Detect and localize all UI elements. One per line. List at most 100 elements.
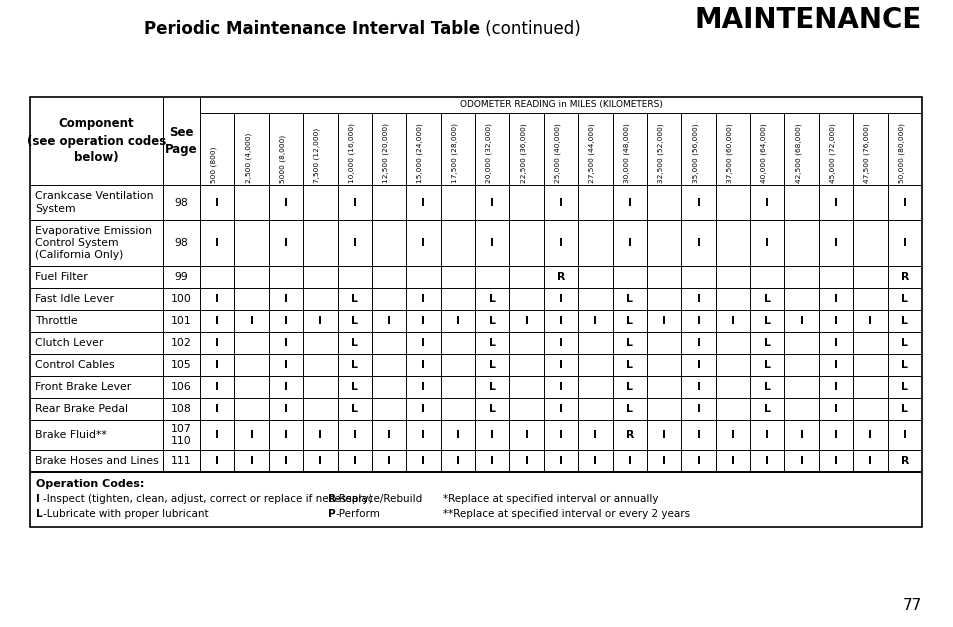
Text: I: I	[799, 430, 802, 440]
Text: I: I	[730, 456, 734, 466]
Text: I: I	[490, 456, 494, 466]
Text: -Replace/Rebuild: -Replace/Rebuild	[335, 494, 423, 504]
Text: 50,000 (80,000): 50,000 (80,000)	[898, 123, 903, 183]
Text: L: L	[763, 360, 770, 370]
Text: L: L	[763, 316, 770, 326]
Text: 42,500 (68,000): 42,500 (68,000)	[795, 124, 801, 183]
Text: I: I	[524, 456, 528, 466]
Text: I: I	[593, 316, 597, 326]
Text: I: I	[558, 338, 562, 348]
Text: See
Page: See Page	[165, 126, 197, 156]
Text: I: I	[764, 198, 768, 208]
Text: I: I	[696, 316, 700, 326]
Text: 12,500 (20,000): 12,500 (20,000)	[382, 123, 389, 183]
Text: I: I	[524, 316, 528, 326]
Text: L: L	[488, 294, 496, 304]
Text: L: L	[488, 404, 496, 414]
Text: L: L	[626, 382, 633, 392]
Text: I: I	[421, 456, 425, 466]
Text: 105: 105	[171, 360, 192, 370]
Text: 98: 98	[174, 238, 188, 248]
Text: I: I	[696, 360, 700, 370]
Text: 40,000 (64,000): 40,000 (64,000)	[760, 124, 766, 183]
Text: 99: 99	[174, 272, 188, 282]
Text: I: I	[867, 456, 871, 466]
Text: L: L	[763, 294, 770, 304]
Text: Fast Idle Lever: Fast Idle Lever	[35, 294, 113, 304]
Text: I: I	[215, 360, 219, 370]
Text: I: I	[215, 430, 219, 440]
Text: L: L	[351, 360, 357, 370]
Text: Brake Fluid**: Brake Fluid**	[35, 430, 107, 440]
Text: I: I	[627, 456, 631, 466]
Text: I: I	[284, 238, 288, 248]
Text: I: I	[696, 404, 700, 414]
Text: I: I	[696, 382, 700, 392]
Text: Control Cables: Control Cables	[35, 360, 114, 370]
Text: L: L	[488, 382, 496, 392]
Text: I: I	[284, 382, 288, 392]
Text: L: L	[626, 338, 633, 348]
Text: L: L	[351, 404, 357, 414]
Text: I: I	[421, 198, 425, 208]
Text: I: I	[696, 198, 700, 208]
Text: L: L	[626, 294, 633, 304]
Text: I: I	[558, 198, 562, 208]
Text: I: I	[833, 316, 837, 326]
Text: I: I	[421, 238, 425, 248]
Text: I: I	[318, 430, 322, 440]
Text: Brake Hoses and Lines: Brake Hoses and Lines	[35, 456, 158, 466]
Text: I: I	[764, 456, 768, 466]
Text: Front Brake Lever: Front Brake Lever	[35, 382, 132, 392]
Text: R: R	[328, 494, 335, 504]
Text: I: I	[902, 238, 906, 248]
Text: 7,500 (12,000): 7,500 (12,000)	[314, 128, 320, 183]
Text: R: R	[625, 430, 634, 440]
Text: Operation Codes:: Operation Codes:	[36, 479, 144, 489]
Text: 47,500 (76,000): 47,500 (76,000)	[863, 124, 869, 183]
Text: I: I	[353, 198, 356, 208]
Text: I: I	[696, 238, 700, 248]
Text: 35,000 (56,000): 35,000 (56,000)	[691, 124, 698, 183]
Text: I: I	[353, 430, 356, 440]
Text: 22,500 (36,000): 22,500 (36,000)	[519, 124, 526, 183]
Text: I: I	[799, 456, 802, 466]
Text: 100: 100	[171, 294, 192, 304]
Text: Fuel Filter: Fuel Filter	[35, 272, 88, 282]
Bar	[30, 472, 921, 527]
Text: I: I	[353, 456, 356, 466]
Text: I: I	[421, 294, 425, 304]
Text: 15,000 (24,000): 15,000 (24,000)	[416, 123, 423, 183]
Text: I: I	[284, 198, 288, 208]
Text: I: I	[558, 430, 562, 440]
Text: 77: 77	[902, 598, 921, 613]
Text: L: L	[488, 360, 496, 370]
Text: I: I	[833, 404, 837, 414]
Text: I: I	[215, 382, 219, 392]
Text: 17,500 (28,000): 17,500 (28,000)	[451, 123, 457, 183]
Text: I: I	[730, 316, 734, 326]
Text: I: I	[250, 456, 253, 466]
Text: I: I	[696, 294, 700, 304]
Text: L: L	[901, 338, 907, 348]
Text: L: L	[351, 316, 357, 326]
Text: 98: 98	[174, 198, 188, 208]
Text: L: L	[351, 294, 357, 304]
Text: L: L	[901, 316, 907, 326]
Text: I: I	[627, 238, 631, 248]
Text: 45,000 (72,000): 45,000 (72,000)	[829, 123, 835, 183]
Text: 20,000 (32,000): 20,000 (32,000)	[485, 123, 492, 183]
Text: -Inspect (tighten, clean, adjust, correct or replace if necessary): -Inspect (tighten, clean, adjust, correc…	[43, 494, 373, 504]
Text: 500 (800): 500 (800)	[211, 147, 217, 183]
Text: Throttle: Throttle	[35, 316, 77, 326]
Text: ODOMETER READING in MILES (KILOMETERS): ODOMETER READING in MILES (KILOMETERS)	[459, 100, 661, 110]
Text: 2,500 (4,000): 2,500 (4,000)	[245, 133, 252, 183]
Text: I: I	[833, 338, 837, 348]
Text: I: I	[250, 430, 253, 440]
Text: I: I	[456, 430, 459, 440]
Text: I: I	[215, 316, 219, 326]
Text: I: I	[490, 430, 494, 440]
Text: I: I	[799, 316, 802, 326]
Text: L: L	[901, 294, 907, 304]
Text: I: I	[456, 316, 459, 326]
